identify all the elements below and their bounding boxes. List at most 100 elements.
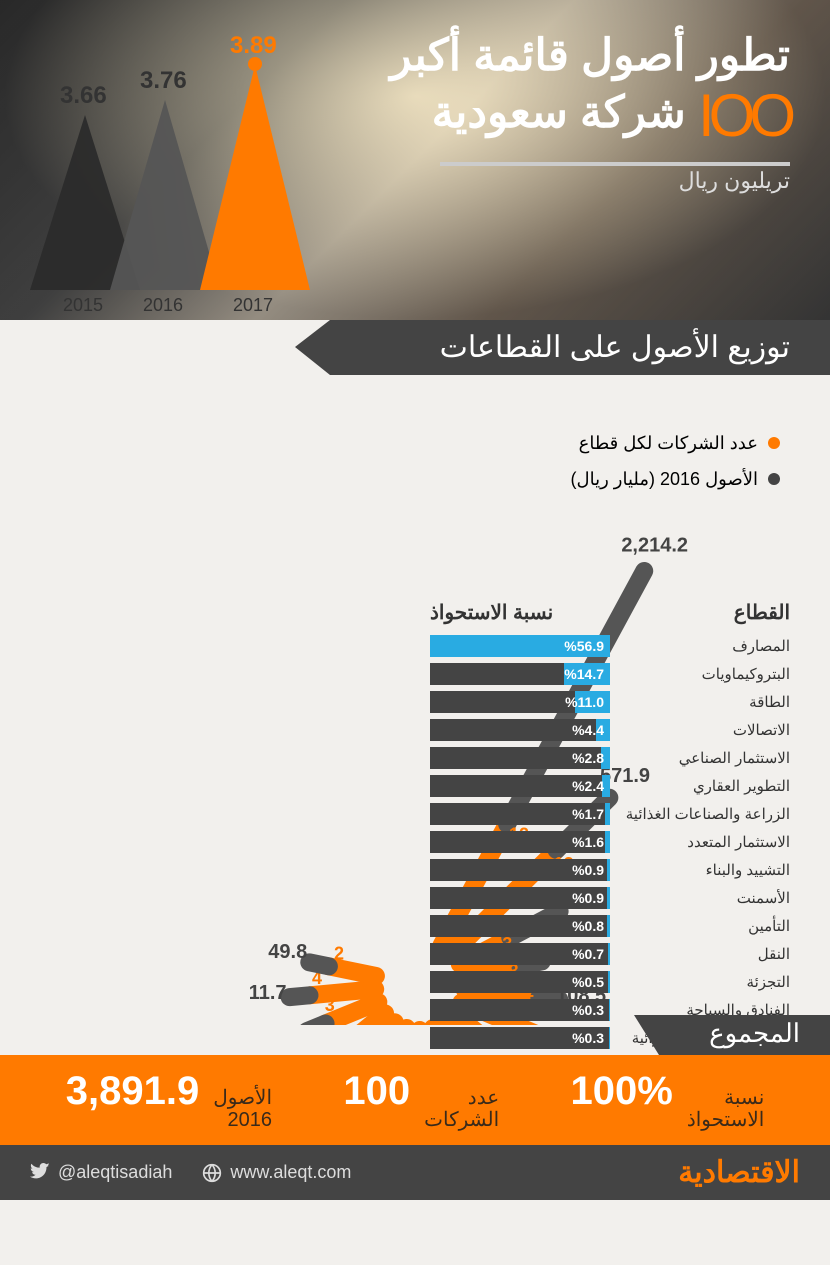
sector-bar: %0.8 (430, 915, 610, 937)
sector-bar: %0.5 (430, 971, 610, 993)
header: تطور أصول قائمة أكبر IOO شركة سعودية تري… (0, 0, 830, 320)
sector-row: البتروكيماويات %14.7 (430, 661, 790, 687)
sector-row: الأسمنت %0.9 (430, 885, 790, 911)
total-cell-2: الأصول20163,891.9 (66, 1069, 272, 1131)
main-area: عدد الشركات لكل قطاع الأصول 2016 (مليار … (0, 375, 830, 1005)
sector-name: التشييد والبناء (610, 861, 790, 879)
title-100-glyph: IOO (698, 82, 790, 149)
sector-bar: %2.8 (430, 747, 610, 769)
banner-text: توزيع الأصول على القطاعات (440, 330, 790, 365)
sector-name: التجزئة (610, 973, 790, 991)
triangle-year-2017: 2017 (233, 295, 273, 316)
sector-bar-label: %0.9 (572, 890, 604, 906)
sector-bar: %4.4 (430, 719, 610, 741)
triangle-mini-chart: 3.6620153.7620163.892017 (30, 40, 350, 320)
sector-name: الاتصالات (610, 721, 790, 739)
spoke-asset-label-0: 2,214.2 (621, 535, 688, 557)
sector-name: الأسمنت (610, 889, 790, 907)
footer-twitter: @aleqtisadiah (30, 1162, 172, 1183)
sector-bar-fill (607, 859, 610, 881)
total-value: 100% (571, 1069, 673, 1114)
globe-icon (202, 1163, 222, 1183)
spoke-count-label-15: 2 (334, 943, 344, 963)
sector-bar: %11.0 (430, 691, 610, 713)
sector-row: التطوير العقاري %2.4 (430, 773, 790, 799)
sector-row: التشييد والبناء %0.9 (430, 857, 790, 883)
sector-bar-label: %2.4 (572, 778, 604, 794)
header-pct: نسبة الاستحواذ (430, 600, 610, 625)
sector-bar-label: %14.7 (564, 666, 604, 682)
sector-bar-label: %11.0 (565, 694, 604, 710)
triangle-value-2016: 3.76 (140, 67, 187, 95)
footer-web: www.aleqt.com (202, 1162, 351, 1183)
sector-row: المصارف %56.9 (430, 633, 790, 659)
spoke-asset-label-15: 49.8 (268, 941, 307, 963)
footer-twitter-text: @aleqtisadiah (58, 1162, 172, 1183)
sector-bar: %0.9 (430, 887, 610, 909)
total-cell-1: عددالشركات 100 (343, 1069, 499, 1131)
spoke-grey-15 (309, 962, 329, 966)
sector-row: الزراعة والصناعات الغذائية%1.7 (430, 801, 790, 827)
sector-bar: %1.6 (430, 831, 610, 853)
sector-bar: %0.9 (430, 859, 610, 881)
totals-tag: المجموع (659, 1015, 830, 1055)
triangle-value-2015: 3.66 (60, 82, 107, 110)
sector-bar-label: %0.7 (572, 946, 604, 962)
sector-bar-label: %0.8 (572, 918, 604, 934)
sector-name: الاستثمار المتعدد (610, 833, 790, 851)
spoke-asset-label-14: 11.7 (249, 982, 287, 1004)
sector-bar-label: %0.9 (572, 862, 604, 878)
triangle-2017 (200, 65, 310, 290)
sector-name: الاستثمار الصناعي (610, 749, 790, 767)
sector-bar-label: %56.9 (564, 638, 604, 654)
sector-bar-fill (608, 943, 610, 965)
title-line2-rest: شركة سعودية (432, 88, 686, 137)
title-line2: IOO شركة سعودية (390, 81, 790, 150)
sector-bar-fill (607, 915, 610, 937)
triangle-peak-dot (248, 57, 262, 71)
total-value: 100 (343, 1069, 410, 1114)
header-sector: القطاع (610, 600, 790, 625)
sector-bar: %56.9 (430, 635, 610, 657)
sector-name: البتروكيماويات (610, 665, 790, 683)
title-subtitle: تريليون ريال (390, 168, 790, 194)
sector-name: التأمين (610, 917, 790, 935)
sector-table: القطاع نسبة الاستحواذ المصارف %56.9 البترو… (430, 600, 790, 1081)
footer: الاقتصادية @aleqtisadiah www.aleqt.com (0, 1145, 830, 1200)
triangle-value-2017: 3.89 (230, 32, 277, 60)
sector-bar-label: %2.8 (572, 750, 604, 766)
sector-row: الاتصالات %4.4 (430, 717, 790, 743)
sector-bar-fill (607, 887, 610, 909)
sector-bar-label: %4.4 (572, 722, 604, 738)
sector-name: التطوير العقاري (610, 777, 790, 795)
title-block: تطور أصول قائمة أكبر IOO شركة سعودية تري… (390, 30, 790, 194)
sector-name: الزراعة والصناعات الغذائية (610, 805, 790, 823)
sector-bar-fill (608, 971, 610, 993)
sector-row: التجزئة%0.5 (430, 969, 790, 995)
total-label: نسبةالاستحواذ (687, 1087, 764, 1131)
footer-logo: الاقتصادية (678, 1155, 800, 1190)
sector-bar-label: %1.6 (572, 834, 604, 850)
sector-bar: %1.7 (430, 803, 610, 825)
totals-row: نسبةالاستحواذ 100% عددالشركات 100 الأصول2016… (0, 1055, 830, 1145)
section-banner: توزيع الأصول على القطاعات (0, 320, 830, 375)
sector-rows: المصارف%56.9البتروكيماويات%14.7الطاقة%11… (430, 633, 790, 1079)
spoke-orange-14 (309, 989, 375, 995)
total-cell-0: نسبةالاستحواذ 100% (571, 1069, 765, 1131)
sector-bar: %0.7 (430, 943, 610, 965)
sector-table-headers: القطاع نسبة الاستحواذ (430, 600, 790, 625)
title-line1: تطور أصول قائمة أكبر (390, 30, 790, 81)
spoke-grey-14 (290, 995, 310, 997)
sector-bar-fill (605, 803, 610, 825)
twitter-icon (30, 1163, 50, 1183)
sector-row: الاستثمار الصناعي %2.8 (430, 745, 790, 771)
footer-links: @aleqtisadiah www.aleqt.com (30, 1162, 351, 1183)
sector-bar-fill (605, 831, 610, 853)
sector-name: النقل (610, 945, 790, 963)
total-label: عددالشركات (424, 1087, 499, 1131)
footer-web-text: www.aleqt.com (230, 1162, 351, 1183)
totals: المجموع نسبةالاستحواذ 100% عددالشركات 100 ال… (0, 1015, 830, 1145)
sector-row: التأمين %0.8 (430, 913, 790, 939)
total-value: 3,891.9 (66, 1069, 199, 1114)
sector-name: المصارف (610, 637, 790, 655)
